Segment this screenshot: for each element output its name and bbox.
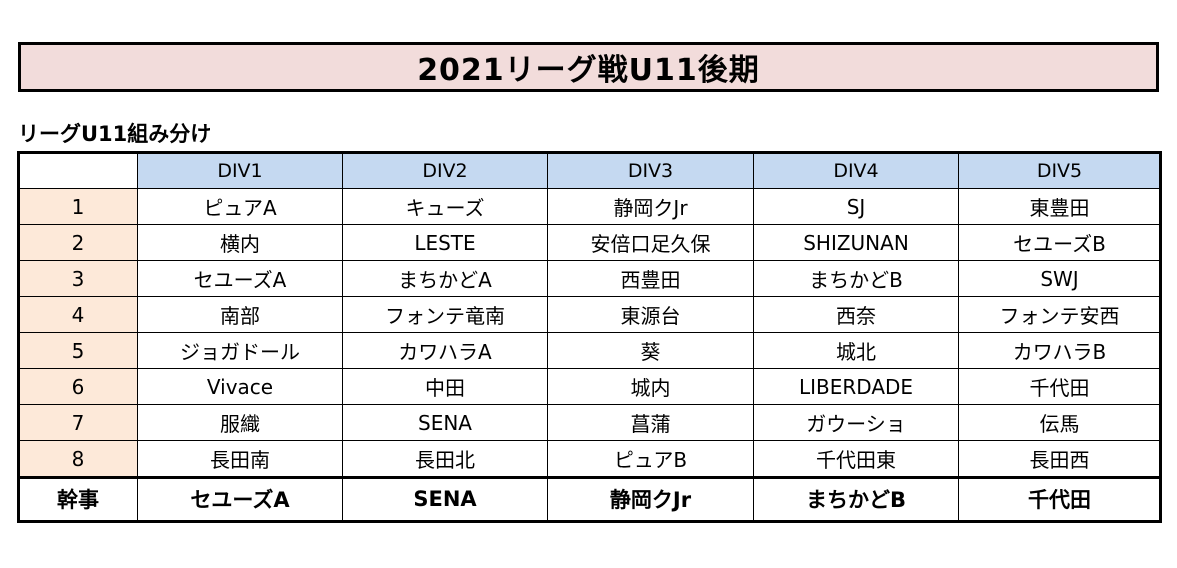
team-cell: 葵 bbox=[547, 332, 754, 369]
team-cell: 千代田東 bbox=[753, 440, 959, 477]
table-row: 6 Vivace 中田 城内 LIBERDADE 千代田 bbox=[18, 368, 1161, 405]
team-cell: 長田南 bbox=[137, 440, 343, 477]
column-header-div2: DIV2 bbox=[342, 152, 548, 189]
team-cell: ガウーショ bbox=[753, 404, 959, 441]
team-cell: 東豊田 bbox=[958, 188, 1161, 225]
team-cell: 静岡クJr bbox=[547, 188, 754, 225]
team-cell: LIBERDADE bbox=[753, 368, 959, 405]
team-cell: LESTE bbox=[342, 224, 548, 261]
team-cell: まちかどA bbox=[342, 260, 548, 297]
row-number: 3 bbox=[18, 260, 138, 297]
team-cell: セユーズA bbox=[137, 260, 343, 297]
row-number: 4 bbox=[18, 296, 138, 333]
corner-cell bbox=[18, 152, 138, 189]
table-row: 7 服織 SENA 菖蒲 ガウーショ 伝馬 bbox=[18, 404, 1161, 441]
team-cell: フォンテ竜南 bbox=[342, 296, 548, 333]
team-cell: 城北 bbox=[753, 332, 959, 369]
row-number: 7 bbox=[18, 404, 138, 441]
team-cell: 中田 bbox=[342, 368, 548, 405]
team-cell: 安倍口足久保 bbox=[547, 224, 754, 261]
organizer-cell: まちかどB bbox=[753, 476, 959, 522]
team-cell: 伝馬 bbox=[958, 404, 1161, 441]
team-cell: ジョガドール bbox=[137, 332, 343, 369]
row-number: 8 bbox=[18, 440, 138, 477]
team-cell: 菖蒲 bbox=[547, 404, 754, 441]
organizer-cell: セユーズA bbox=[137, 476, 343, 522]
organizer-cell: SENA bbox=[342, 476, 548, 522]
organizer-cell: 静岡クJr bbox=[547, 476, 754, 522]
table-row: 8 長田南 長田北 ピュアB 千代田東 長田西 bbox=[18, 440, 1161, 477]
team-cell: カワハラB bbox=[958, 332, 1161, 369]
team-cell: 千代田 bbox=[958, 368, 1161, 405]
team-cell: ピュアA bbox=[137, 188, 343, 225]
row-number: 5 bbox=[18, 332, 138, 369]
page-title: 2021リーグ戦U11後期 bbox=[18, 42, 1159, 92]
team-cell: 東源台 bbox=[547, 296, 754, 333]
team-cell: ピュアB bbox=[547, 440, 754, 477]
row-number: 2 bbox=[18, 224, 138, 261]
table-row: 1 ピュアA キューズ 静岡クJr SJ 東豊田 bbox=[18, 188, 1161, 225]
team-cell: カワハラA bbox=[342, 332, 548, 369]
team-cell: 長田北 bbox=[342, 440, 548, 477]
team-cell: 横内 bbox=[137, 224, 343, 261]
team-cell: 長田西 bbox=[958, 440, 1161, 477]
row-number: 1 bbox=[18, 188, 138, 225]
team-cell: まちかどB bbox=[753, 260, 959, 297]
column-header-div3: DIV3 bbox=[547, 152, 754, 189]
table-header-row: DIV1 DIV2 DIV3 DIV4 DIV5 bbox=[18, 152, 1161, 189]
team-cell: キューズ bbox=[342, 188, 548, 225]
column-header-div5: DIV5 bbox=[958, 152, 1161, 189]
row-number: 6 bbox=[18, 368, 138, 405]
table-row: 2 横内 LESTE 安倍口足久保 SHIZUNAN セユーズB bbox=[18, 224, 1161, 261]
table-row: 3 セユーズA まちかどA 西豊田 まちかどB SWJ bbox=[18, 260, 1161, 297]
league-grouping-table: DIV1 DIV2 DIV3 DIV4 DIV5 1 ピュアA キューズ 静岡ク… bbox=[18, 152, 1161, 522]
organizer-row: 幹事 セユーズA SENA 静岡クJr まちかどB 千代田 bbox=[18, 476, 1161, 522]
team-cell: SENA bbox=[342, 404, 548, 441]
team-cell: 西豊田 bbox=[547, 260, 754, 297]
table-row: 5 ジョガドール カワハラA 葵 城北 カワハラB bbox=[18, 332, 1161, 369]
column-header-div1: DIV1 bbox=[137, 152, 343, 189]
team-cell: SWJ bbox=[958, 260, 1161, 297]
team-cell: 南部 bbox=[137, 296, 343, 333]
team-cell: 服織 bbox=[137, 404, 343, 441]
organizer-cell: 千代田 bbox=[958, 476, 1161, 522]
organizer-label: 幹事 bbox=[18, 476, 138, 522]
team-cell: フォンテ安西 bbox=[958, 296, 1161, 333]
team-cell: 西奈 bbox=[753, 296, 959, 333]
team-cell: セユーズB bbox=[958, 224, 1161, 261]
column-header-div4: DIV4 bbox=[753, 152, 959, 189]
team-cell: 城内 bbox=[547, 368, 754, 405]
team-cell: SJ bbox=[753, 188, 959, 225]
section-subtitle: リーグU11組み分け bbox=[18, 122, 212, 146]
team-cell: Vivace bbox=[137, 368, 343, 405]
table-row: 4 南部 フォンテ竜南 東源台 西奈 フォンテ安西 bbox=[18, 296, 1161, 333]
team-cell: SHIZUNAN bbox=[753, 224, 959, 261]
